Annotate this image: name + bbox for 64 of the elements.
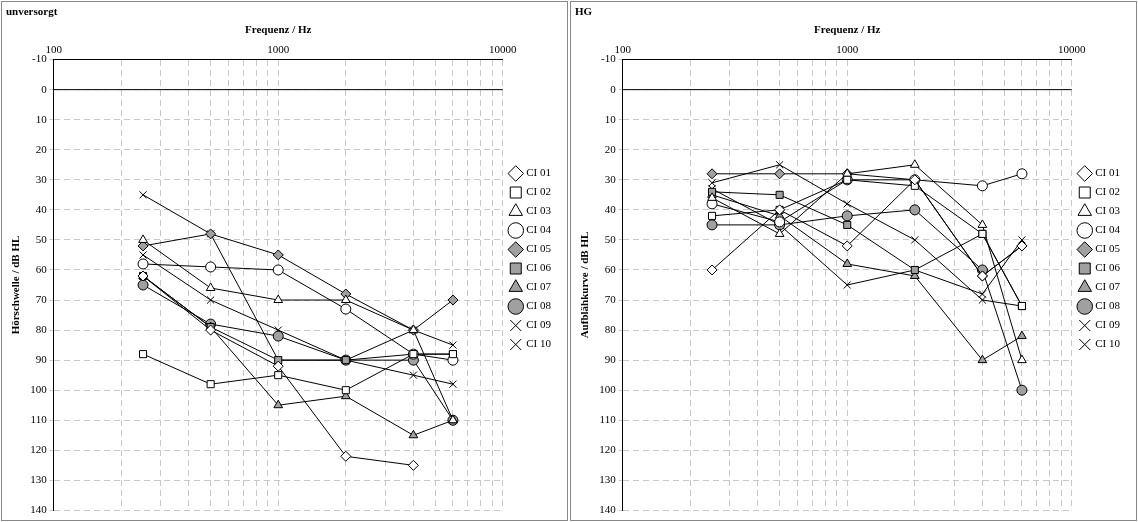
y-tick-label: 100 — [30, 383, 48, 396]
legend-label: CI 03 — [526, 204, 552, 217]
y-tick-label: -10 — [601, 52, 617, 65]
y-tick-label: 50 — [604, 232, 617, 245]
y-tick-label: 90 — [35, 353, 48, 366]
legend-label: CI 06 — [526, 261, 552, 274]
legend-label: CI 04 — [526, 223, 552, 236]
y-tick-label: 120 — [30, 443, 48, 456]
x-axis-title: Frequenz / Hz — [814, 22, 881, 35]
y-tick-label: 110 — [599, 413, 617, 426]
y-tick-label: 120 — [599, 443, 617, 456]
legend-label: CI 02 — [1095, 185, 1120, 198]
legend-label: CI 07 — [526, 280, 552, 293]
y-tick-label: 90 — [604, 353, 617, 366]
x-tick-label: 100 — [45, 42, 63, 55]
chart-title: HG — [575, 5, 593, 18]
y-tick-label: 20 — [604, 142, 617, 155]
y-tick-label: 20 — [35, 142, 48, 155]
x-axis-title: Frequenz / Hz — [245, 22, 312, 35]
y-tick-label: 40 — [35, 202, 48, 215]
y-tick-label: 70 — [604, 292, 617, 305]
legend-label: CI 05 — [526, 242, 552, 255]
legend-label: CI 01 — [1095, 166, 1120, 179]
y-tick-label: 30 — [35, 172, 48, 185]
legend-label: CI 03 — [1095, 204, 1121, 217]
y-tick-label: 110 — [30, 413, 48, 426]
y-axis-title: Hörschwelle / dB HL — [9, 235, 22, 335]
y-tick-label: 10 — [35, 112, 48, 125]
legend-label: CI 09 — [1095, 318, 1121, 331]
y-tick-label: 80 — [604, 322, 617, 335]
y-tick-label: 80 — [35, 322, 48, 335]
x-tick-label: 1000 — [836, 42, 859, 55]
chart-title: unversorgt — [6, 5, 58, 18]
y-tick-label: 50 — [35, 232, 48, 245]
y-tick-label: 10 — [604, 112, 617, 125]
y-tick-label: 130 — [30, 473, 48, 486]
y-axis-title: Aufblähkurve / dB HL — [578, 231, 591, 339]
y-tick-label: 0 — [41, 82, 48, 95]
y-tick-label: 140 — [30, 503, 48, 516]
y-tick-label: 60 — [604, 262, 617, 275]
legend-label: CI 06 — [1095, 261, 1121, 274]
legend-label: CI 08 — [1095, 299, 1121, 312]
legend-label: CI 05 — [1095, 242, 1121, 255]
x-tick-label: 10000 — [1058, 42, 1086, 55]
legend-label: CI 07 — [1095, 280, 1121, 293]
y-tick-label: 40 — [604, 202, 617, 215]
y-tick-label: 0 — [610, 82, 617, 95]
y-tick-label: 70 — [35, 292, 48, 305]
legend-label: CI 02 — [526, 185, 551, 198]
y-tick-label: 30 — [604, 172, 617, 185]
y-tick-label: 140 — [599, 503, 617, 516]
legend-label: CI 04 — [1095, 223, 1121, 236]
legend-label: CI 10 — [526, 337, 552, 350]
x-tick-label: 1000 — [267, 42, 290, 55]
x-tick-label: 100 — [614, 42, 632, 55]
x-tick-label: 10000 — [489, 42, 517, 55]
y-tick-label: 60 — [35, 262, 48, 275]
y-tick-label: 100 — [599, 383, 617, 396]
legend-label: CI 09 — [526, 318, 552, 331]
y-tick-label: -10 — [32, 52, 48, 65]
legend-label: CI 10 — [1095, 337, 1121, 350]
y-tick-label: 130 — [599, 473, 617, 486]
legend-label: CI 08 — [526, 299, 552, 312]
legend-label: CI 01 — [526, 166, 551, 179]
